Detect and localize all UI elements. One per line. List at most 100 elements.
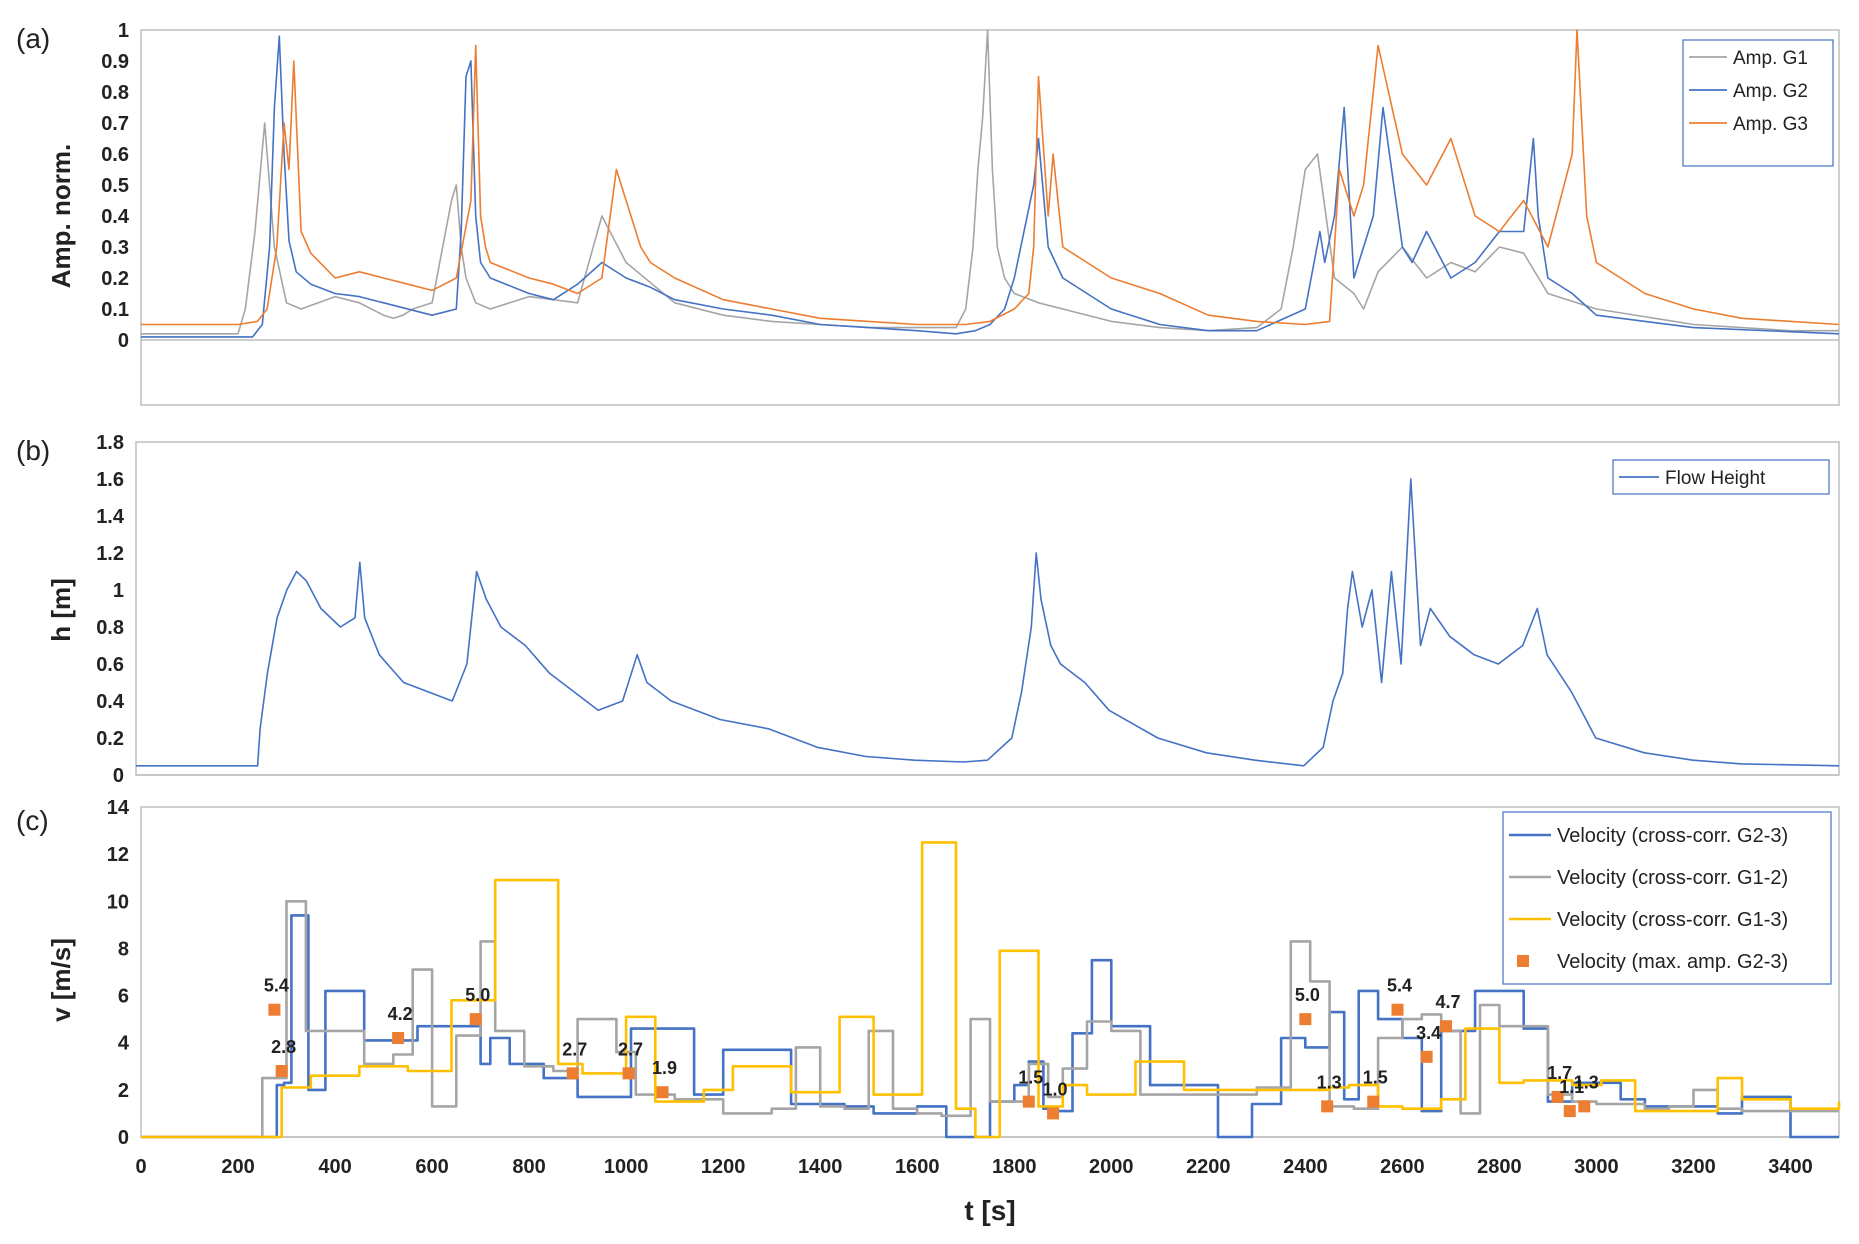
y-tick-label-b-7: 1.4 — [96, 506, 125, 528]
data-label-6: 1.9 — [652, 1058, 677, 1078]
scatter-point-4 — [566, 1067, 579, 1080]
x-axis-label: t [s] — [964, 1195, 1015, 1226]
data-label-0: 5.4 — [264, 976, 289, 996]
x-tick-label-13: 2600 — [1380, 1156, 1425, 1178]
data-label-11: 1.5 — [1363, 1068, 1388, 1088]
x-tick-label-11: 2200 — [1186, 1156, 1231, 1178]
scatter-point-10 — [1321, 1100, 1334, 1113]
series-line-a-1 — [141, 35, 1840, 338]
legend-label-a-1: Amp. G2 — [1733, 81, 1808, 102]
scatter-point-1 — [275, 1065, 288, 1077]
y-tick-label-a-2: 0.2 — [101, 268, 129, 290]
series-line-a-2 — [141, 29, 1840, 326]
data-label-3: 5.0 — [465, 985, 490, 1005]
scatter-point-11 — [1367, 1095, 1380, 1108]
x-tick-label-3: 600 — [415, 1156, 448, 1178]
legend-label-b-0: Flow Height — [1665, 468, 1766, 489]
data-label-10: 1.3 — [1317, 1072, 1342, 1092]
y-tick-label-b-8: 1.6 — [96, 469, 124, 491]
y-tick-label-a-7: 0.7 — [101, 113, 129, 135]
legend-label-c-0: Velocity (cross-corr. G2-3) — [1557, 825, 1788, 847]
x-tick-label-16: 3200 — [1671, 1156, 1716, 1178]
y-tick-label-a-10: 1 — [118, 20, 129, 42]
y-tick-label-c-6: 12 — [107, 844, 129, 866]
scatter-point-8 — [1047, 1107, 1060, 1120]
legend-label-a-0: Amp. G1 — [1733, 48, 1808, 69]
legend-label-c-2: Velocity (cross-corr. G1-3) — [1557, 909, 1788, 931]
data-label-1: 2.8 — [271, 1037, 296, 1057]
y-tick-label-a-5: 0.5 — [101, 175, 129, 197]
scatter-point-14 — [1440, 1020, 1453, 1033]
x-tick-label-14: 2800 — [1477, 1156, 1522, 1178]
data-label-15: 1.7 — [1547, 1063, 1572, 1083]
legend-label-c-1: Velocity (cross-corr. G1-2) — [1557, 867, 1788, 889]
chart-a-layer: 0 0.1 0.2 0.3 0.4 0.5 0.6 0.7 0.8 0.9 1 Amp. G1 Amp.… — [101, 20, 1840, 352]
series-line-c-1 — [141, 900, 1839, 1139]
data-label-12: 5.4 — [1387, 976, 1412, 996]
plot-area-b — [135, 441, 1840, 776]
data-label-8: 1.0 — [1043, 1079, 1068, 1099]
y-tick-label-b-9: 1.8 — [96, 432, 124, 454]
scatter-point-5 — [622, 1067, 635, 1080]
legend-label-a-2: Amp. G3 — [1733, 114, 1808, 135]
data-label-13: 3.4 — [1416, 1023, 1441, 1043]
scatter-point-16 — [1563, 1105, 1576, 1118]
y-tick-label-b-2: 0.4 — [96, 691, 125, 713]
scatter-point-12 — [1391, 1003, 1404, 1016]
scatter-point-7 — [1022, 1095, 1035, 1108]
y-tick-label-a-1: 0.1 — [101, 299, 129, 321]
y-tick-label-b-4: 0.8 — [96, 617, 124, 639]
data-label-7: 1.5 — [1018, 1068, 1043, 1088]
scatter-point-9 — [1299, 1013, 1312, 1026]
x-tick-label-5: 1000 — [604, 1156, 649, 1178]
legend-box-c — [1502, 811, 1832, 985]
data-label-5: 2.7 — [618, 1039, 643, 1059]
y-tick-label-c-7: 14 — [107, 797, 130, 819]
y-tick-label-c-4: 8 — [118, 938, 129, 960]
scatter-point-17 — [1578, 1100, 1591, 1113]
y-tick-label-a-0: 0 — [118, 330, 129, 352]
x-tick-label-9: 1800 — [992, 1156, 1037, 1178]
y-axis-label-c: v [m/s] — [46, 938, 76, 1022]
scatter-point-6 — [656, 1086, 669, 1099]
y-axis-label-a: Amp. norm. — [46, 144, 76, 288]
y-tick-label-a-6: 0.6 — [101, 144, 129, 166]
legend-label-c-3: Velocity (max. amp. G2-3) — [1557, 951, 1788, 973]
y-tick-label-c-3: 6 — [118, 986, 129, 1008]
y-tick-label-b-1: 0.2 — [96, 728, 124, 750]
legend-marker-3 — [1517, 955, 1529, 967]
x-tick-label-7: 1400 — [798, 1156, 843, 1178]
chart-b-layer: 0 0.2 0.4 0.6 0.8 1 1.2 1.4 1.6 1.8 Flow Height — [96, 432, 1840, 787]
x-tick-label-12: 2400 — [1283, 1156, 1328, 1178]
x-tick-label-10: 2000 — [1089, 1156, 1134, 1178]
x-tick-label-2: 400 — [318, 1156, 351, 1178]
chart-c-layer: 0 2 4 6 8 10 12 14 0 200 400 600 800 1000 1200 1400 1600… — [107, 797, 1841, 1178]
data-label-4: 2.7 — [562, 1039, 587, 1059]
legend-box-a — [1682, 39, 1834, 167]
x-tick-label-6: 1200 — [701, 1156, 746, 1178]
y-tick-label-c-5: 10 — [107, 891, 129, 913]
y-tick-label-c-2: 4 — [118, 1033, 130, 1055]
panel-label-a: (a) — [16, 23, 50, 54]
scatter-point-15 — [1551, 1090, 1564, 1103]
plot-area-a — [140, 29, 1840, 406]
x-tick-label-0: 0 — [135, 1156, 146, 1178]
panel-label-b: (b) — [16, 435, 50, 466]
x-tick-label-15: 3000 — [1574, 1156, 1619, 1178]
panel-label-c: (c) — [16, 805, 49, 836]
data-label-14: 4.7 — [1436, 992, 1461, 1012]
series-line-c-2 — [141, 841, 1841, 1139]
y-tick-label-b-6: 1.2 — [96, 543, 124, 565]
series-line-b-0 — [136, 478, 1840, 767]
y-tick-label-b-0: 0 — [113, 765, 124, 787]
data-label-17: 1.3 — [1574, 1072, 1599, 1092]
data-label-2: 4.2 — [388, 1004, 413, 1024]
x-tick-label-8: 1600 — [895, 1156, 940, 1178]
y-tick-label-b-5: 1 — [113, 580, 124, 602]
scatter-point-3 — [469, 1013, 482, 1026]
x-tick-label-1: 200 — [221, 1156, 254, 1178]
y-tick-label-b-3: 0.6 — [96, 654, 124, 676]
y-tick-label-a-8: 0.8 — [101, 82, 129, 104]
y-tick-label-c-0: 0 — [118, 1127, 129, 1149]
